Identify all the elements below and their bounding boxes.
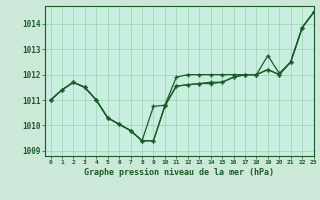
X-axis label: Graphe pression niveau de la mer (hPa): Graphe pression niveau de la mer (hPa) (84, 168, 274, 177)
